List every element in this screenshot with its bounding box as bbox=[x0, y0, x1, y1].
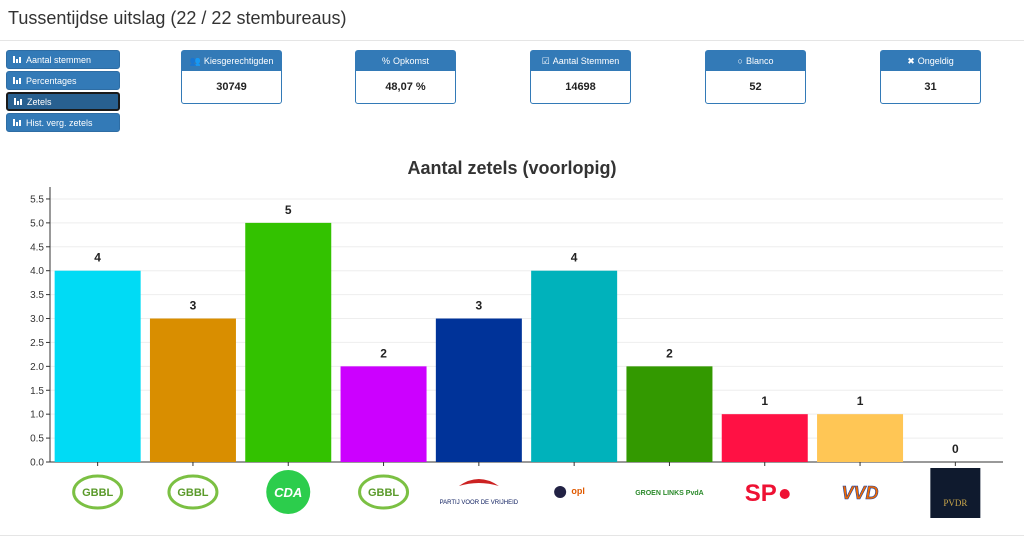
y-tick-label: 0.0 bbox=[30, 458, 44, 469]
panel-label: Kiesgerechtigden bbox=[203, 56, 274, 66]
panel-value: 48,07 % bbox=[385, 81, 426, 93]
chart-title: Aantal zetels (voorlopig) bbox=[407, 158, 617, 178]
button-label: Aantal stemmen bbox=[26, 54, 92, 65]
party-logo-3 bbox=[266, 470, 311, 514]
bar-4 bbox=[340, 366, 427, 462]
seats-bar-chart: 0.0 0.5 1.0 1.5 2.0 2.5 3.0 3.5 4.0 4.5 5.0 5.5 4 GBB… bbox=[30, 187, 1003, 518]
party-logo-4 bbox=[358, 474, 410, 510]
divider bbox=[0, 535, 1024, 536]
bar-8 bbox=[721, 414, 808, 462]
party-logo-text: CDA bbox=[274, 485, 302, 500]
party-logo-text: opl bbox=[571, 486, 585, 496]
blanco-panel: ○ Blanco 52 bbox=[705, 50, 806, 104]
checkbox-icon: ☑ bbox=[541, 55, 550, 66]
y-tick-label: 2.5 bbox=[30, 338, 44, 349]
button-label: Percentages bbox=[26, 75, 77, 86]
party-logo-2 bbox=[167, 474, 219, 510]
panel-header: ✖ Ongeldig bbox=[881, 51, 980, 71]
party-logo-text: GBBL bbox=[82, 487, 113, 499]
party-logo-10 bbox=[930, 468, 981, 518]
bar-1 bbox=[54, 270, 141, 462]
party-logo-text: SP bbox=[745, 480, 777, 507]
panel-value: 30749 bbox=[216, 81, 247, 93]
panel-label: Ongeldig bbox=[917, 56, 954, 66]
y-tick-label: 3.0 bbox=[30, 314, 44, 325]
y-tick-label: 5.0 bbox=[30, 218, 44, 229]
bar-value-label: 3 bbox=[190, 299, 197, 313]
y-tick-label: 4.5 bbox=[30, 242, 44, 253]
panel-header: ○ Blanco bbox=[706, 51, 805, 71]
hist-verg-zetels-button[interactable]: Hist. verg. zetels bbox=[6, 113, 120, 132]
bar-5 bbox=[435, 318, 522, 462]
party-logo-6 bbox=[554, 486, 567, 498]
bar-chart-icon bbox=[13, 56, 22, 63]
party-logo-text: PARTIJ VOOR DE VRIJHEID bbox=[440, 500, 519, 506]
panel-header: % Opkomst bbox=[356, 51, 455, 71]
panel-value: 52 bbox=[749, 81, 762, 93]
bar-value-label: 4 bbox=[94, 251, 101, 265]
party-logo-text: GROEN LINKS PvdA bbox=[635, 490, 703, 497]
bar-value-label: 1 bbox=[857, 394, 864, 408]
panel-label: Opkomst bbox=[393, 56, 430, 66]
bar-9 bbox=[817, 414, 904, 462]
users-icon: 👥 bbox=[189, 55, 201, 66]
panel-header: ☑ Aantal Stemmen bbox=[531, 51, 630, 71]
bar-chart-icon bbox=[14, 98, 23, 105]
bar-3 bbox=[245, 222, 332, 462]
party-logo-text: GBBL bbox=[368, 487, 399, 499]
party-logo-text: PVDR bbox=[943, 498, 967, 508]
aantal-stemmen-button[interactable]: Aantal stemmen bbox=[6, 50, 120, 69]
panel-value: 31 bbox=[924, 81, 937, 93]
y-tick-label: 1.5 bbox=[30, 386, 44, 397]
page-header: Tussentijdse uitslag (22 / 22 stembureau… bbox=[0, 0, 1024, 41]
y-tick-label: 5.5 bbox=[30, 194, 44, 205]
bar-value-label: 3 bbox=[476, 299, 483, 313]
bar-value-label: 2 bbox=[666, 346, 673, 360]
ongeldig-panel: ✖ Ongeldig 31 bbox=[880, 50, 981, 104]
party-logo-text: GBBL bbox=[177, 487, 208, 499]
panel-label: Aantal Stemmen bbox=[552, 56, 620, 66]
percentages-button[interactable]: Percentages bbox=[6, 71, 120, 90]
party-logo-8 bbox=[779, 489, 790, 499]
party-logo-1 bbox=[72, 474, 124, 510]
y-tick-label: 2.0 bbox=[30, 362, 44, 373]
bar-value-label: 1 bbox=[761, 394, 768, 408]
bar-6 bbox=[531, 270, 618, 462]
panel-label: Blanco bbox=[745, 56, 774, 66]
x-icon: ✖ bbox=[907, 55, 915, 66]
bar-2 bbox=[149, 318, 236, 462]
bar-value-label: 0 bbox=[952, 442, 959, 456]
bar-value-label: 2 bbox=[380, 346, 387, 360]
bar-7 bbox=[626, 366, 713, 462]
bar-value-label: 5 bbox=[285, 203, 292, 217]
circle-icon: ○ bbox=[737, 56, 743, 66]
opkomst-panel: % Opkomst 48,07 % bbox=[355, 50, 456, 104]
y-tick-label: 0.5 bbox=[30, 434, 44, 445]
panel-header: 👥 Kiesgerechtigden bbox=[182, 51, 281, 71]
party-logo-text: VVD bbox=[842, 483, 879, 503]
page-title: Tussentijdse uitslag (22 / 22 stembureau… bbox=[8, 8, 347, 28]
y-tick-label: 4.0 bbox=[30, 266, 44, 277]
button-label: Hist. verg. zetels bbox=[26, 117, 93, 128]
panel-value: 14698 bbox=[565, 81, 596, 93]
party-logo-5 bbox=[458, 479, 499, 486]
percent-icon: % bbox=[381, 56, 390, 66]
aantal-stemmen-panel: ☑ Aantal Stemmen 14698 bbox=[530, 50, 631, 104]
bar-value-label: 4 bbox=[571, 251, 578, 265]
button-label: Zetels bbox=[27, 96, 52, 107]
bar-chart-icon bbox=[13, 119, 22, 126]
view-buttons: Aantal stemmen Percentages Zetels Hist. … bbox=[6, 50, 120, 134]
bar-chart-icon bbox=[13, 77, 22, 84]
y-tick-label: 3.5 bbox=[30, 290, 44, 301]
y-tick-label: 1.0 bbox=[30, 410, 44, 421]
kiesgerechtigden-panel: 👥 Kiesgerechtigden 30749 bbox=[181, 50, 282, 104]
zetels-button[interactable]: Zetels bbox=[6, 92, 120, 111]
